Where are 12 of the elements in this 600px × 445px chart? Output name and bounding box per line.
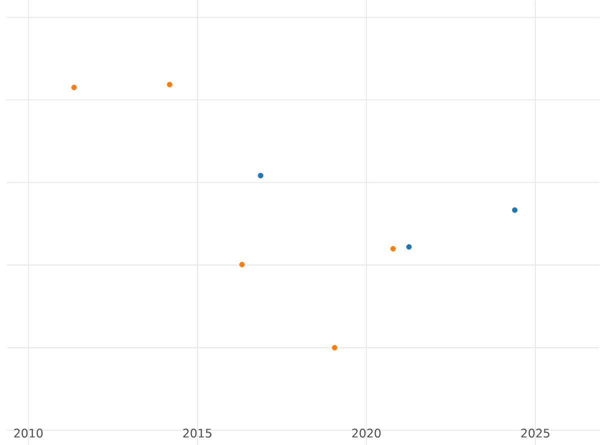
- point: [390, 246, 396, 252]
- x-tick-label: 2020: [352, 428, 381, 438]
- x-tick-label: 2025: [521, 428, 550, 438]
- point: [332, 344, 338, 350]
- point: [166, 82, 172, 88]
- point: [406, 244, 412, 250]
- x-tick-label: 2010: [14, 428, 43, 438]
- point: [258, 172, 264, 178]
- x-tick-label: 2015: [183, 428, 212, 438]
- point: [71, 84, 77, 90]
- point: [239, 262, 245, 268]
- point: [512, 207, 518, 213]
